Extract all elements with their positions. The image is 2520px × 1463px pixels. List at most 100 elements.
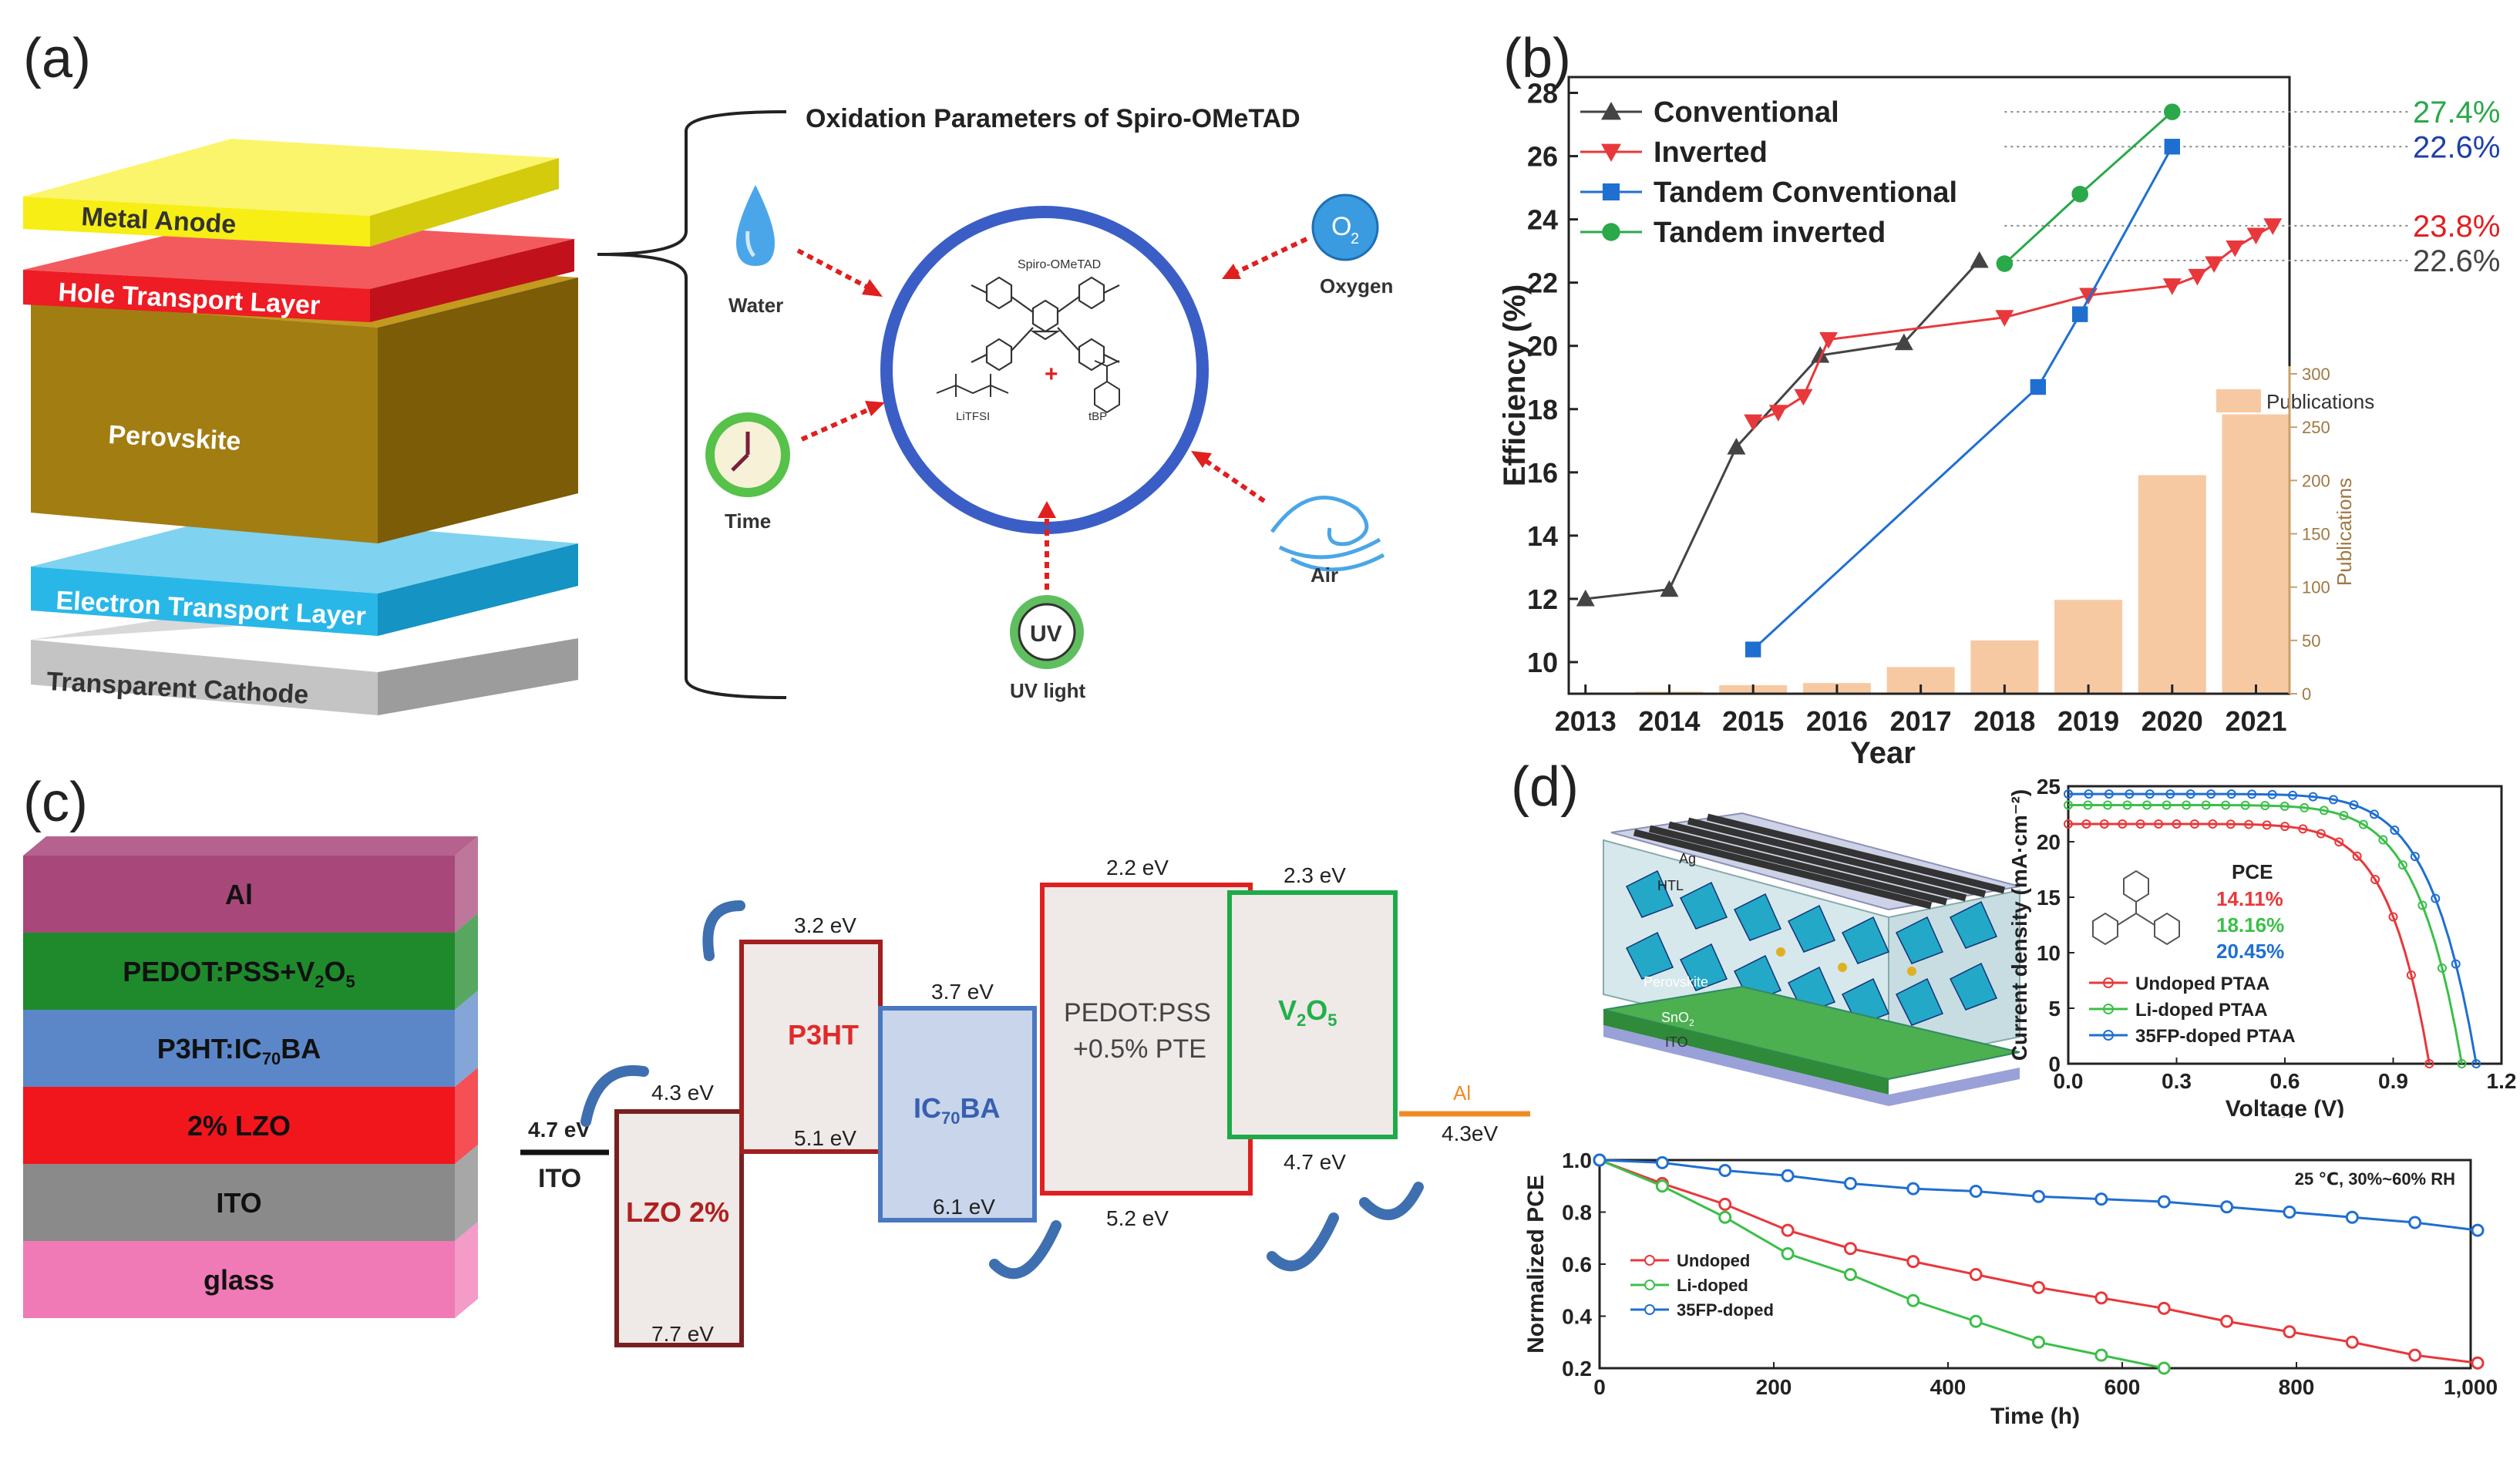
y2-tick-label: 300 <box>2302 365 2330 384</box>
jv-point <box>2328 795 2338 805</box>
jv-series-0 <box>2064 819 2434 1068</box>
stack-layer-side <box>455 913 478 1010</box>
efficiency-annotation: 23.8% <box>2413 210 2500 244</box>
panel-label-d: (d) <box>1511 756 1579 818</box>
legend-marker <box>1601 143 1621 162</box>
stack-layer: ITO <box>23 1145 478 1241</box>
stack-layer-front <box>23 1164 455 1241</box>
jv-point <box>2280 822 2290 832</box>
legend-label: Tandem inverted <box>1654 217 1886 249</box>
stab-point <box>1718 1210 1732 1224</box>
legend-marker <box>1601 102 1621 120</box>
stab-point <box>2283 1206 2296 1219</box>
jv-point <box>2339 811 2349 821</box>
legend-label: Inverted <box>1654 136 1768 169</box>
stab-y-tick-label: 0.4 <box>1562 1305 1592 1329</box>
x-tick-label: 2016 <box>1806 705 1868 737</box>
publication-bar <box>2138 475 2206 694</box>
jv-point <box>2288 790 2298 800</box>
jv-point <box>2244 819 2254 829</box>
litfsi-molecule-icon <box>936 374 1009 397</box>
oxygen-arrow <box>1232 237 1308 276</box>
device-schematic: Ag HTL Perovskite SnO2 ITO <box>1603 812 2020 1106</box>
stab-point <box>2157 1361 2171 1375</box>
svg-text:SnO2: SnO2 <box>1661 1010 1694 1028</box>
x-tick-label: 2014 <box>1638 705 1700 737</box>
svg-text:2.2 eV: 2.2 eV <box>1106 856 1169 879</box>
stab-point <box>2032 1189 2046 1203</box>
stab-point <box>1906 1182 1920 1196</box>
jv-y-tick-label: 20 <box>2037 830 2061 854</box>
data-point <box>2071 185 2088 203</box>
benzene-ring <box>2154 912 2180 946</box>
data-point <box>2071 306 2088 322</box>
jv-point <box>2165 789 2175 799</box>
water-arrow <box>796 248 873 291</box>
stab-point <box>2408 1216 2422 1229</box>
stack-layer-side <box>455 1222 478 1318</box>
svg-text:LZO 2%: LZO 2% <box>626 1196 729 1228</box>
jv-point <box>2122 800 2132 810</box>
ic70ba-box <box>878 1006 1037 1223</box>
svg-text:P3HT: P3HT <box>788 1019 859 1051</box>
fluorophenyl-molecule-icon <box>2092 869 2180 946</box>
jv-point <box>2240 800 2250 810</box>
jv-y-tick-label: 15 <box>2037 886 2061 910</box>
energy-level-diagram: 4.7 eV ITO 4.3 eV 7.7 eV LZO 2% 3.2 eV 5… <box>520 856 1530 1347</box>
uv-light-label: UV light <box>1010 679 1086 702</box>
data-point <box>1811 346 1830 363</box>
stab-legend-marker <box>1644 1304 1655 1315</box>
data-point <box>2246 227 2266 245</box>
svg-text:ITO: ITO <box>1665 1034 1688 1050</box>
jv-curve <box>2068 822 2431 1064</box>
jv-series-2 <box>2064 789 2481 1068</box>
series-inverted <box>1744 218 2283 432</box>
water-drop-icon <box>736 185 775 266</box>
x-tick-label: 2019 <box>2057 705 2119 737</box>
data-point <box>2263 218 2283 235</box>
stab-point <box>1655 1179 1669 1193</box>
stab-point <box>2094 1348 2108 1362</box>
svg-text:3.7 eV: 3.7 eV <box>931 980 994 1004</box>
jv-x-tick-label: 0.6 <box>2270 1069 2300 1093</box>
jv-legend-marker <box>2103 1004 2114 1014</box>
air-label: Air <box>1310 563 1338 587</box>
svg-text:Al: Al <box>1453 1081 1471 1105</box>
stab-point <box>1718 1164 1732 1177</box>
jv-point <box>2424 1059 2434 1068</box>
svg-text:2.3 eV: 2.3 eV <box>1284 863 1346 887</box>
jv-y-tick-label: 5 <box>2048 997 2061 1021</box>
data-point <box>2162 278 2182 295</box>
jv-point <box>2145 789 2155 799</box>
stack-layer-side <box>455 836 478 933</box>
legend-swatch-publications <box>2216 389 2261 412</box>
stab-point <box>1906 1255 1920 1269</box>
jv-point <box>2064 789 2073 799</box>
stab-x-tick-label: 600 <box>2104 1375 2141 1399</box>
jv-point <box>2431 893 2441 903</box>
svg-text:PEDOT:PSS: PEDOT:PSS <box>1064 998 1211 1027</box>
jv-point <box>2397 860 2407 870</box>
stab-legend-label: 35FP-doped <box>1677 1300 1774 1320</box>
jv-point <box>2369 809 2379 819</box>
panel-label-c: (c) <box>23 772 88 833</box>
jv-point <box>2221 800 2231 810</box>
legend-label: Tandem Conventional <box>1654 177 1957 209</box>
jv-point <box>2308 792 2318 802</box>
y2-tick-label: 250 <box>2302 418 2330 437</box>
series-tandem-conventional <box>1744 139 2180 658</box>
jv-point <box>2417 900 2427 910</box>
stack-layer-label: Al <box>225 879 253 910</box>
stab-point <box>1781 1223 1795 1237</box>
stack-layer-label: ITO <box>216 1187 261 1219</box>
stab-x-tick-label: 200 <box>1756 1375 1792 1399</box>
stack-layer-side <box>455 1068 478 1164</box>
x-tick-label: 2013 <box>1555 705 1617 737</box>
legend-label: Conventional <box>1654 96 1839 129</box>
panel-c-figure: (c) Al PEDOT:PSS+V2O5 P3HT:IC70BA 2% LZO ITO… <box>23 772 1530 1347</box>
stack-layer-label: 2% LZO <box>187 1110 291 1142</box>
air-swirl-icon <box>1270 496 1385 572</box>
stab-point <box>1843 1242 1857 1256</box>
jv-point <box>2300 802 2310 812</box>
svg-text:2: 2 <box>1351 230 1359 247</box>
